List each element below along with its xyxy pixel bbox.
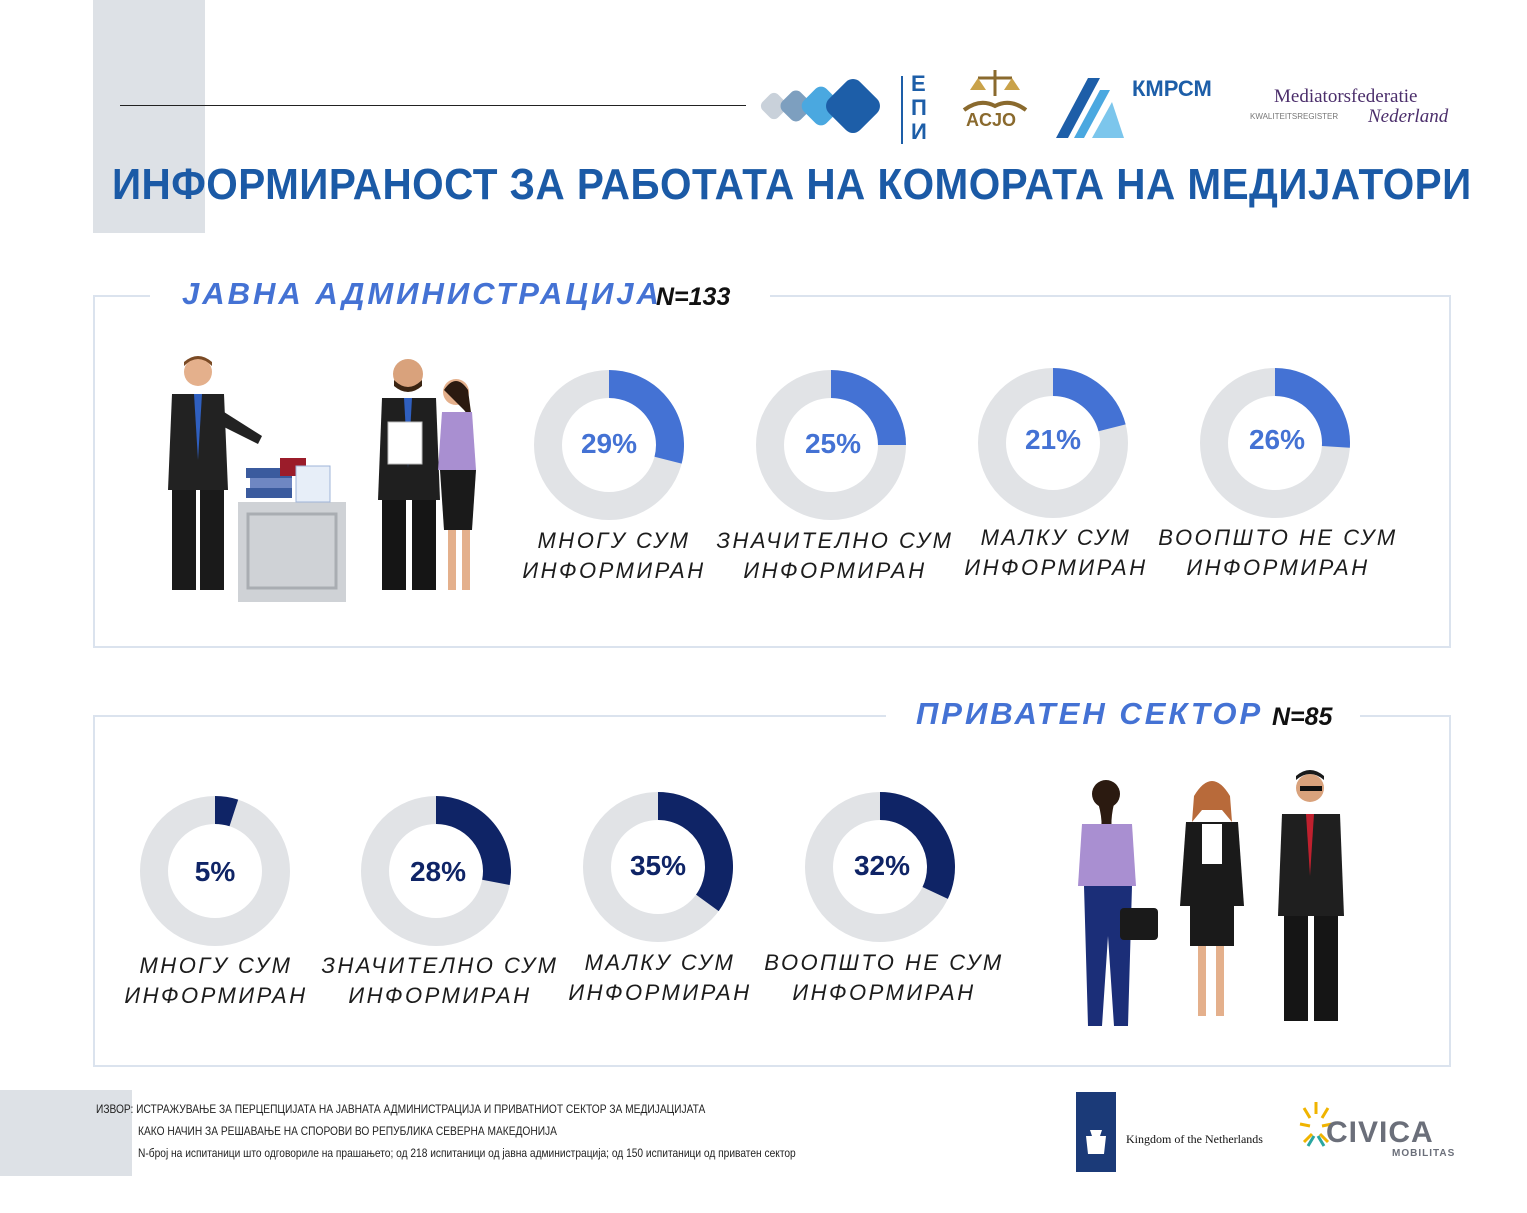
private-label-1-line1: МНОГУ СУМ: [139, 953, 293, 978]
public-donut-4-chart: [1200, 368, 1350, 518]
page-title: ИНФОРМИРАНОСТ ЗА РАБОТАТА НА КОМОРАТА НА…: [112, 160, 1472, 209]
private-label-3: МАЛКУ СУМ ИНФОРМИРАН: [540, 948, 780, 1008]
private-donut-2-segment: [435, 796, 511, 886]
source-line-2: КАКО НАЧИН ЗА РЕШАВАЊЕ НА СПОРОВИ ВО РЕП…: [138, 1124, 557, 1138]
private-donut-4-segment: [879, 792, 955, 899]
public-admin-n: N=133: [656, 283, 731, 311]
business-people-illustration: [1062, 766, 1362, 1038]
public-label-3-line1: МАЛКУ СУМ: [980, 525, 1132, 550]
civica-logo-sub: MOBILITAS: [1392, 1148, 1456, 1159]
private-donut-1-chart: [140, 796, 290, 946]
private-label-4-line2: ИНФОРМИРАН: [792, 980, 976, 1005]
public-donut-3-value: 21%: [1024, 424, 1082, 455]
source-line-1: ИЗВОР: ИСТРАЖУВАЊЕ ЗА ПЕРЦЕПЦИЈАТА НА ЈА…: [96, 1102, 706, 1116]
private-donut-4-value: 32%: [853, 850, 911, 881]
private-donut-3: 35%: [583, 792, 733, 947]
private-donut-1-segment: [214, 796, 239, 827]
private-donut-3-value: 35%: [629, 850, 687, 881]
private-label-4: ВООПШТО НЕ СУМ ИНФОРМИРАН: [764, 948, 1004, 1008]
public-donut-2-chart: [756, 370, 906, 520]
public-donut-2-value: 25%: [804, 428, 862, 459]
public-donut-4-value: 26%: [1248, 424, 1306, 455]
private-sector-n: N=85: [1272, 703, 1333, 731]
civica-logo: CIVICA MOBILITAS: [1296, 1094, 1456, 1164]
header-rule: [120, 105, 746, 106]
source-line-3: N-број на испитаници што одговориле на п…: [138, 1146, 796, 1160]
public-label-3-line2: ИНФОРМИРАН: [964, 555, 1148, 580]
public-label-4: ВООПШТО НЕ СУМ ИНФОРМИРАН: [1158, 523, 1398, 583]
public-admin-panel: [93, 295, 1451, 648]
public-donut-3-chart: [978, 368, 1128, 518]
public-donut-1-chart: [534, 370, 684, 520]
public-label-4-line2: ИНФОРМИРАН: [1186, 555, 1370, 580]
private-donut-1-value: 5%: [194, 856, 236, 887]
public-donut-1-value: 29%: [580, 428, 638, 459]
public-label-2-line2: ИНФОРМИРАН: [743, 558, 927, 583]
public-label-2: ЗНАЧИТЕЛНО СУМ ИНФОРМИРАН: [715, 526, 955, 586]
public-label-2-line1: ЗНАЧИТЕЛНО СУМ: [716, 528, 954, 553]
private-donut-2-value: 28%: [409, 856, 467, 887]
netherlands-logo-text: Kingdom of the Netherlands: [1126, 1132, 1263, 1146]
kmrsm-logo-text: КМРСМ: [1132, 76, 1212, 101]
private-sector-title-gap: [886, 705, 1360, 727]
private-donut-2: 28%: [361, 796, 511, 951]
netherlands-logo-mark: [1076, 1092, 1116, 1172]
footer-decoration: [0, 1090, 132, 1176]
mediators-logo: Mediatorsfederatie KWALITEITSREGISTER Ne…: [1250, 86, 1450, 130]
civica-logo-text: CIVICA: [1326, 1116, 1434, 1149]
private-donut-1: 5%: [140, 796, 290, 951]
public-label-1: МНОГУ СУМ ИНФОРМИРАН: [494, 526, 734, 586]
netherlands-logo: Kingdom of the Netherlands: [1076, 1092, 1276, 1174]
public-donut-1: 29%: [534, 370, 684, 525]
epi-logo-text: ЕПИ: [911, 71, 927, 144]
public-donut-1-segment: [608, 370, 684, 464]
public-label-1-line1: МНОГУ СУМ: [537, 528, 691, 553]
public-label-4-line1: ВООПШТО НЕ СУМ: [1158, 525, 1398, 550]
private-donut-4: 32%: [805, 792, 955, 947]
private-label-1-line2: ИНФОРМИРАН: [124, 983, 308, 1008]
public-admin-title: ЈАВНА АДМИНИСТРАЦИЈА: [182, 276, 662, 311]
acjo-logo-text: ACJO: [966, 110, 1017, 130]
public-donut-2: 25%: [756, 370, 906, 525]
epi-logo: ЕПИ: [755, 72, 945, 152]
public-admin-title-gap: [150, 285, 770, 307]
acjo-logo: ACJO: [960, 66, 1030, 146]
private-donut-3-segment: [657, 792, 733, 912]
public-donut-3-segment: [1052, 368, 1126, 432]
private-label-2-line2: ИНФОРМИРАН: [348, 983, 532, 1008]
public-donut-3: 21%: [978, 368, 1128, 523]
public-donut-2-segment: [830, 370, 906, 446]
mediators-logo-left: KWALITEITSREGISTER: [1250, 112, 1339, 121]
private-label-3-line2: ИНФОРМИРАН: [568, 980, 752, 1005]
mediators-logo-bottom: Nederland: [1368, 106, 1449, 127]
private-donut-3-chart: [583, 792, 733, 942]
office-workers-illustration: [150, 350, 490, 605]
header-decoration: [93, 0, 205, 233]
private-label-1: МНОГУ СУМ ИНФОРМИРАН: [96, 951, 336, 1011]
public-donut-4-segment: [1274, 368, 1350, 448]
kmrsm-logo: КМРСМ: [1052, 72, 1242, 144]
private-label-4-line1: ВООПШТО НЕ СУМ: [764, 950, 1004, 975]
private-label-3-line1: МАЛКУ СУМ: [584, 950, 736, 975]
private-label-2: ЗНАЧИТЕЛНО СУМ ИНФОРМИРАН: [320, 951, 560, 1011]
private-sector-title: ПРИВАТЕН СЕКТОР: [916, 696, 1264, 731]
public-label-1-line2: ИНФОРМИРАН: [522, 558, 706, 583]
private-label-2-line1: ЗНАЧИТЕЛНО СУМ: [321, 953, 559, 978]
public-label-3: МАЛКУ СУМ ИНФОРМИРАН: [936, 523, 1176, 583]
private-donut-4-chart: [805, 792, 955, 942]
private-sector-panel: [93, 715, 1451, 1067]
public-donut-4: 26%: [1200, 368, 1350, 523]
mediators-logo-top: Mediatorsfederatie: [1274, 86, 1418, 107]
private-donut-2-chart: [361, 796, 511, 946]
